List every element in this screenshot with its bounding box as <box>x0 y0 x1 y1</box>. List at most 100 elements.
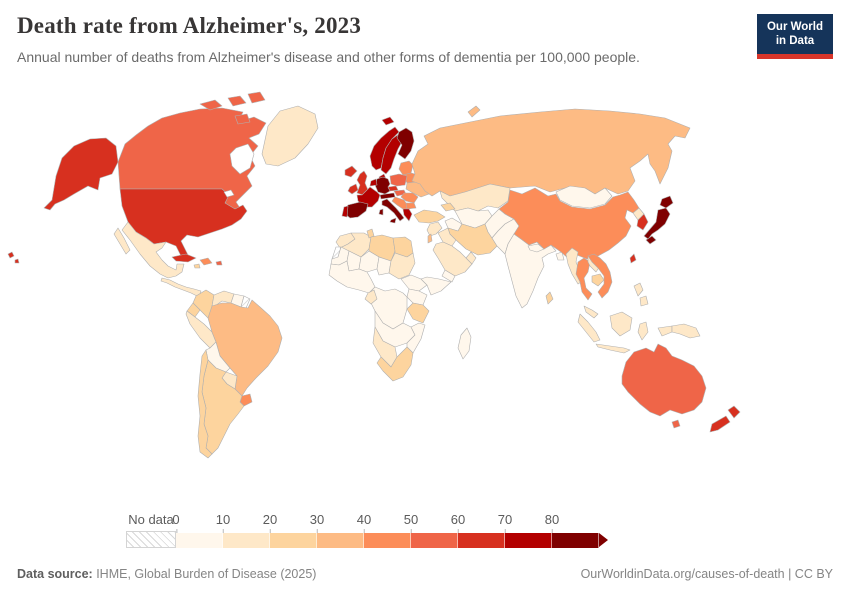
country-gabon-congo[interactable] <box>364 289 378 305</box>
legend-bin-0-10[interactable] <box>176 533 223 548</box>
chart-subtitle: Annual number of deaths from Alzheimer's… <box>17 48 640 65</box>
country-sweden[interactable] <box>380 133 404 175</box>
country-france[interactable] <box>356 186 381 208</box>
country-greece[interactable] <box>402 208 413 222</box>
country-indonesia-papua[interactable] <box>657 325 673 337</box>
legend-no-data-swatch[interactable] <box>126 531 176 548</box>
country-mexico[interactable] <box>121 221 185 279</box>
country-russia-novaya-zemlya[interactable] <box>467 105 481 118</box>
legend-bin-60-70[interactable] <box>458 533 505 548</box>
country-indonesia-sumatra[interactable] <box>577 313 601 343</box>
country-malaysia[interactable] <box>583 305 599 319</box>
country-central-america[interactable] <box>160 277 202 298</box>
country-greenland[interactable] <box>261 105 319 167</box>
country-bulgaria[interactable] <box>405 202 417 210</box>
country-united-states-hawaii[interactable] <box>7 251 20 264</box>
country-nepal[interactable] <box>527 243 545 253</box>
legend-tick-50: 50 <box>403 512 419 533</box>
country-alaska[interactable] <box>43 137 119 211</box>
country-portugal[interactable] <box>341 205 349 218</box>
country-poland[interactable] <box>389 173 408 187</box>
country-new-zealand[interactable] <box>709 405 741 433</box>
country-caucasus[interactable] <box>440 202 456 212</box>
map-legend: No data 0 10 20 30 40 50 60 70 80 <box>0 512 850 556</box>
country-taiwan[interactable] <box>629 253 637 264</box>
country-italy-sardinia[interactable] <box>378 208 384 216</box>
country-ireland[interactable] <box>347 183 359 195</box>
country-italy-sicily[interactable] <box>389 217 397 224</box>
country-mongolia[interactable] <box>555 185 613 209</box>
page-title: Death rate from Alzheimer's, 2023 <box>17 13 362 38</box>
legend-bin-20-30[interactable] <box>270 533 317 548</box>
country-australia-tasmania[interactable] <box>671 419 681 429</box>
country-mexico-baja[interactable] <box>113 227 131 255</box>
country-sri-lanka[interactable] <box>545 291 554 305</box>
legend-bin-40-50[interactable] <box>364 533 411 548</box>
country-indonesia-java[interactable] <box>595 343 631 354</box>
credit-link[interactable]: OurWorldinData.org/causes-of-death | CC … <box>580 567 833 581</box>
country-saudi-arabia[interactable] <box>432 241 473 277</box>
country-canada-arctic-4[interactable] <box>234 113 251 125</box>
legend-bin-80+[interactable] <box>552 533 599 548</box>
country-japan[interactable] <box>643 195 674 245</box>
country-benelux[interactable] <box>369 178 378 187</box>
legend-bin-70-80[interactable] <box>505 533 552 548</box>
country-turkey[interactable] <box>413 209 446 224</box>
country-oman[interactable] <box>465 251 477 265</box>
country-norway-svalbard[interactable] <box>381 116 395 126</box>
country-vietnam[interactable] <box>587 253 613 299</box>
country-russia[interactable] <box>411 108 691 197</box>
country-hispaniola[interactable] <box>199 257 213 266</box>
legend-bin-10-20[interactable] <box>223 533 270 548</box>
country-ethiopia[interactable] <box>400 274 428 292</box>
owid-logo[interactable]: Our World in Data <box>757 14 833 59</box>
great-lakes <box>223 189 235 198</box>
country-canada-arctic-2[interactable] <box>227 95 247 107</box>
country-cuba[interactable] <box>171 253 197 263</box>
legend-no-data[interactable]: No data <box>126 512 176 548</box>
country-philippines[interactable] <box>633 282 649 307</box>
country-china[interactable] <box>498 187 640 260</box>
country-somalia[interactable] <box>420 276 452 296</box>
country-jamaica[interactable] <box>193 263 201 269</box>
country-papua-new-guinea[interactable] <box>671 323 701 339</box>
country-czechia[interactable] <box>387 185 399 192</box>
country-kenya-uganda[interactable] <box>406 288 428 306</box>
country-tunisia[interactable] <box>366 228 375 239</box>
country-israel[interactable] <box>427 233 433 244</box>
country-germany[interactable] <box>374 176 391 195</box>
country-indonesia-sulawesi[interactable] <box>637 321 649 341</box>
choropleth-svg <box>7 91 741 459</box>
legend-bin-30-40[interactable] <box>317 533 364 548</box>
country-canada-arctic-1[interactable] <box>199 99 223 111</box>
owid-logo-line1: Our World <box>766 21 823 33</box>
legend-tick-30: 30 <box>309 512 325 533</box>
country-west-africa[interactable] <box>328 260 376 294</box>
country-sudan[interactable] <box>388 252 416 280</box>
country-indonesia-borneo[interactable] <box>609 311 633 337</box>
country-madagascar[interactable] <box>457 327 472 360</box>
country-puerto-rico[interactable] <box>215 260 223 266</box>
country-cambodia[interactable] <box>591 273 605 287</box>
country-chile[interactable] <box>197 349 213 459</box>
legend-bin-50-60[interactable] <box>411 533 458 548</box>
country-south-africa[interactable] <box>376 346 414 382</box>
country-australia[interactable] <box>621 343 707 417</box>
legend-tick-60: 60 <box>450 512 466 533</box>
country-syria-jordan[interactable] <box>426 221 443 237</box>
country-italy[interactable] <box>381 198 405 222</box>
country-iceland[interactable] <box>344 165 358 178</box>
country-yemen[interactable] <box>441 269 456 283</box>
country-south-korea[interactable] <box>636 213 649 231</box>
country-finland[interactable] <box>396 127 415 160</box>
country-tanzania[interactable] <box>406 302 430 324</box>
hudson-bay <box>229 143 255 175</box>
country-canada-arctic-3[interactable] <box>247 91 266 104</box>
legend-tick-20: 20 <box>262 512 278 533</box>
chart-header: Death rate from Alzheimer's, 2023 Annual… <box>17 12 833 66</box>
country-peru[interactable] <box>185 310 217 349</box>
country-bangladesh[interactable] <box>555 251 565 261</box>
country-switzerland-austria[interactable] <box>379 192 396 200</box>
legend-strip: 0 10 20 30 40 50 60 70 80 <box>172 512 696 556</box>
